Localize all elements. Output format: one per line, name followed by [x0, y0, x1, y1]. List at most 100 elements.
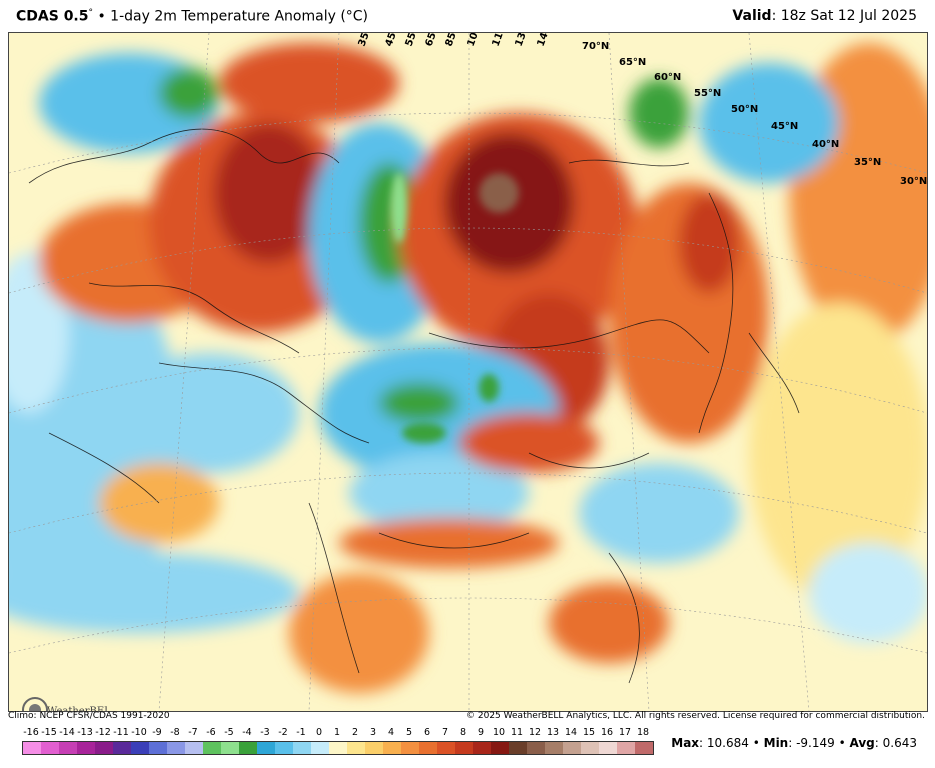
colorbar-swatch — [509, 742, 527, 754]
colorbar-swatch — [23, 742, 41, 754]
colorbar-swatch — [113, 742, 131, 754]
colorbar-tick-label: -13 — [77, 727, 93, 738]
colorbar-tick-label: 4 — [387, 727, 395, 738]
colorbar-swatch — [491, 742, 509, 754]
graticule — [9, 33, 927, 711]
colorbar-tick-label: 6 — [423, 727, 431, 738]
colorbar-swatch — [527, 742, 545, 754]
colorbar-swatch — [635, 742, 653, 754]
colorbar-tick-label: 12 — [528, 727, 542, 738]
colorbar-tick-label: 18 — [636, 727, 650, 738]
colorbar-swatch — [545, 742, 563, 754]
lat-label: 65°N — [619, 57, 647, 68]
colorbar-swatch — [167, 742, 185, 754]
colorbar-tick-label: -3 — [260, 727, 270, 738]
lat-label: 30°N — [900, 176, 928, 187]
colorbar-tick-label: 15 — [582, 727, 596, 738]
colorbar-tick-label: 5 — [405, 727, 413, 738]
colorbar-swatch — [383, 742, 401, 754]
avg-label: Avg — [849, 736, 875, 750]
max-value: 10.684 — [706, 736, 749, 750]
map-panel: 70°N 65°N 60°N 55°N 50°N 45°N 40°N 35°N … — [8, 32, 928, 712]
colorbar-swatch — [131, 742, 149, 754]
colorbar-tick-label: 7 — [441, 727, 449, 738]
logo-icon: WeatherBELL — [22, 697, 118, 712]
colorbar-swatch — [293, 742, 311, 754]
colorbar-swatch — [347, 742, 365, 754]
colorbar-tick-label: -10 — [131, 727, 147, 738]
colorbar-tick-label: -6 — [206, 727, 216, 738]
colorbar-swatch — [455, 742, 473, 754]
climo-note: Climo: NCEP CFSR/CDAS 1991-2020 — [8, 711, 170, 721]
colorbar-swatch — [95, 742, 113, 754]
colorbar-tick-label: 11 — [510, 727, 524, 738]
colorbar-swatch — [581, 742, 599, 754]
colorbar-tick-label: 0 — [315, 727, 323, 738]
colorbar-tick-label: 1 — [333, 727, 341, 738]
colorbar-swatch — [401, 742, 419, 754]
lat-label: 45°N — [771, 121, 799, 132]
colorbar-tick-label: -16 — [23, 727, 39, 738]
lat-label: 35°N — [854, 157, 882, 168]
max-label: Max — [671, 736, 700, 750]
lat-label: 60°N — [654, 72, 682, 83]
colorbar-swatch — [77, 742, 95, 754]
colorbar-tick-label: -7 — [188, 727, 198, 738]
valid-value: 18z Sat 12 Jul 2025 — [780, 8, 917, 24]
lat-label: 40°N — [812, 139, 840, 150]
model-name: CDAS 0.5 — [16, 8, 89, 25]
colorbar-swatch — [185, 742, 203, 754]
colorbar-swatch — [473, 742, 491, 754]
colorbar-swatch — [41, 742, 59, 754]
colorbar-tick-label: -2 — [278, 727, 288, 738]
colorbar-tick-label: 10 — [492, 727, 506, 738]
min-value: -9.149 — [796, 736, 835, 750]
colorbar-swatch — [257, 742, 275, 754]
colorbar-swatch — [239, 742, 257, 754]
min-label: Min — [763, 736, 789, 750]
colorbar-tick-label: 3 — [369, 727, 377, 738]
svg-text:WeatherBELL: WeatherBELL — [47, 706, 107, 712]
map-title: CDAS 0.5° • 1-day 2m Temperature Anomaly… — [16, 8, 368, 25]
colorbar-tick-label: 14 — [564, 727, 578, 738]
colorbar-tick-label: 17 — [618, 727, 632, 738]
lat-label: 55°N — [694, 88, 722, 99]
colorbar-swatch — [617, 742, 635, 754]
colorbar-tick-label: 8 — [459, 727, 467, 738]
colorbar-swatch — [599, 742, 617, 754]
colorbar-swatch — [365, 742, 383, 754]
anomaly-extremes — [391, 173, 519, 443]
colorbar-tick-label: -14 — [59, 727, 75, 738]
degree-mark: ° — [88, 8, 94, 18]
anomaly-map — [9, 33, 927, 711]
colorbar-swatch — [59, 742, 77, 754]
colorbar-tick-label: -9 — [152, 727, 162, 738]
colorbar-swatch — [203, 742, 221, 754]
copyright-note: © 2025 WeatherBELL Analytics, LLC. All r… — [466, 711, 925, 721]
colorbar-swatch — [275, 742, 293, 754]
colorbar-tick-label: -1 — [296, 727, 306, 738]
colorbar — [22, 741, 654, 755]
colorbar-swatch — [419, 742, 437, 754]
colorbar-tick-label: 2 — [351, 727, 359, 738]
weatherbell-logo: WeatherBELL — [21, 693, 118, 712]
colorbar-swatch — [149, 742, 167, 754]
colorbar-tick-label: 13 — [546, 727, 560, 738]
colorbar-tick-label: -12 — [95, 727, 111, 738]
colorbar-tick-label: -5 — [224, 727, 234, 738]
borders — [28, 128, 800, 684]
valid-label: Valid — [732, 8, 772, 24]
colorbar-swatch — [437, 742, 455, 754]
colorbar-tick-label: -8 — [170, 727, 180, 738]
colorbar-tick-label: -11 — [113, 727, 129, 738]
colorbar-ticks: -16 -15 -14 -13 -12 -11 -10 -9 -8 -7 -6 -5 -4 -3 -2 -1 0… — [22, 727, 682, 739]
colorbar-tick-label: -15 — [41, 727, 57, 738]
colorbar-swatch — [221, 742, 239, 754]
colorbar-swatch — [329, 742, 347, 754]
colorbar-swatch — [563, 742, 581, 754]
lat-label: 50°N — [731, 104, 759, 115]
colorbar-tick-label: 16 — [600, 727, 614, 738]
colorbar-tick-label: 9 — [477, 727, 485, 738]
colorbar-swatch — [311, 742, 329, 754]
valid-time: Valid: 18z Sat 12 Jul 2025 — [732, 8, 917, 24]
